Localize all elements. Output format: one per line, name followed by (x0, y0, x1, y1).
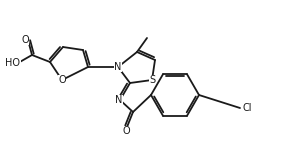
Text: S: S (149, 75, 155, 85)
Text: Cl: Cl (242, 103, 252, 113)
Text: N: N (114, 62, 122, 72)
Text: HO: HO (5, 58, 21, 68)
Text: O: O (58, 75, 66, 85)
Text: O: O (122, 126, 130, 136)
Text: N: N (115, 95, 123, 105)
Text: O: O (21, 35, 29, 45)
